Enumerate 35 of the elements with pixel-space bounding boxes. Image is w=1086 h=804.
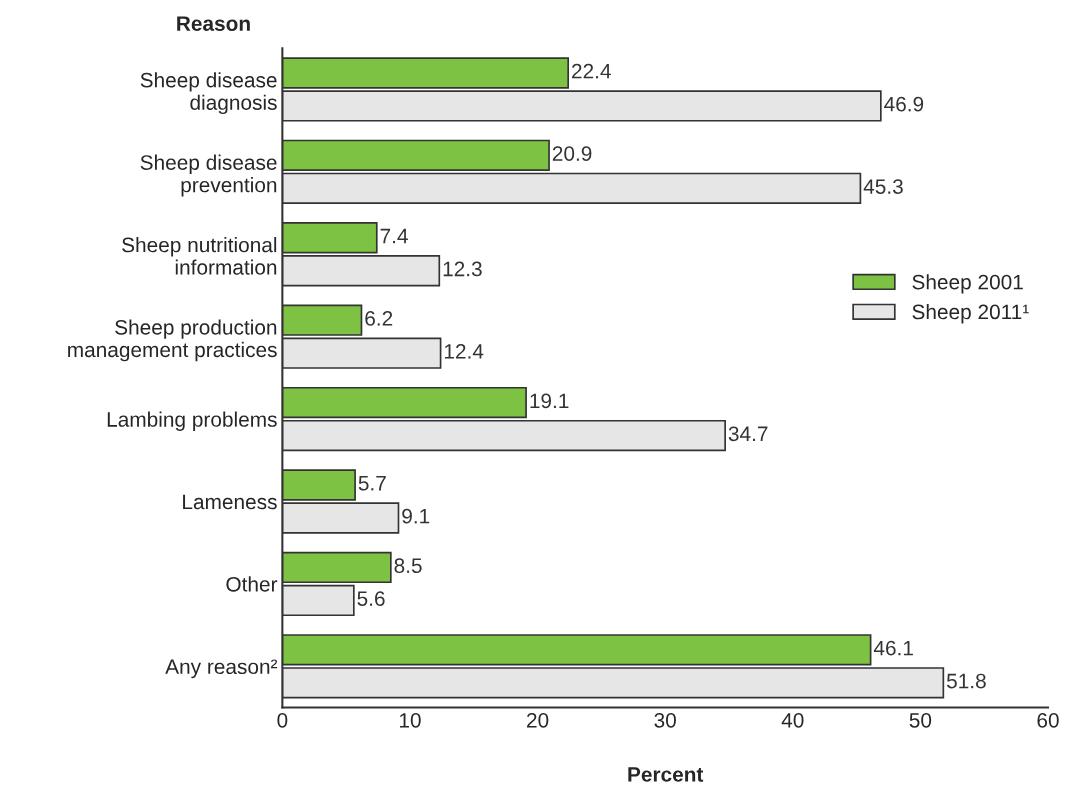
y-axis-title: Reason	[177, 16, 250, 31]
x-tick-label: 30	[654, 712, 676, 728]
y-tick-label: Sheep production management practices	[68, 319, 277, 362]
x-tick-label: 20	[527, 712, 549, 728]
data-label: 51.8	[946, 673, 986, 689]
data-label: 12.3	[443, 261, 482, 277]
data-label: 46.1	[873, 640, 913, 656]
y-tick-label: Any reason²	[165, 659, 278, 679]
x-tick-label: 60	[1037, 712, 1059, 728]
y-tick-label: Lambing problems	[107, 411, 277, 431]
x-axis-title: Percent	[628, 767, 704, 782]
x-tick-label: 40	[781, 712, 804, 728]
legend-label: Sheep 2011¹	[912, 303, 1029, 324]
data-label: 12.4	[444, 344, 484, 359]
x-tick-label: 0	[277, 712, 288, 728]
y-tick-label: Sheep disease prevention	[140, 154, 277, 197]
data-label: 9.1	[402, 508, 430, 524]
x-tick-label: 50	[909, 712, 932, 728]
data-label: 7.4	[380, 228, 408, 244]
data-label: 6.2	[365, 311, 393, 326]
y-tick-label: Sheep disease diagnosis	[140, 72, 277, 115]
data-label: 22.4	[572, 63, 611, 79]
data-label: 34.7	[728, 426, 768, 442]
y-tick-label: Lameness	[183, 494, 277, 510]
data-label: 45.3	[863, 179, 903, 194]
data-label: 19.1	[530, 393, 569, 409]
y-tick-label: Other	[226, 576, 278, 592]
data-label: 8.5	[394, 558, 422, 574]
data-label: 5.6	[357, 591, 385, 606]
y-tick-label: Sheep nutritional information	[122, 237, 277, 275]
data-label: 46.9	[884, 96, 924, 112]
data-label: 5.7	[358, 476, 386, 491]
legend-label: Sheep 2001	[912, 274, 1023, 294]
x-tick-label: 10	[399, 712, 421, 728]
data-label: 20.9	[552, 146, 592, 161]
